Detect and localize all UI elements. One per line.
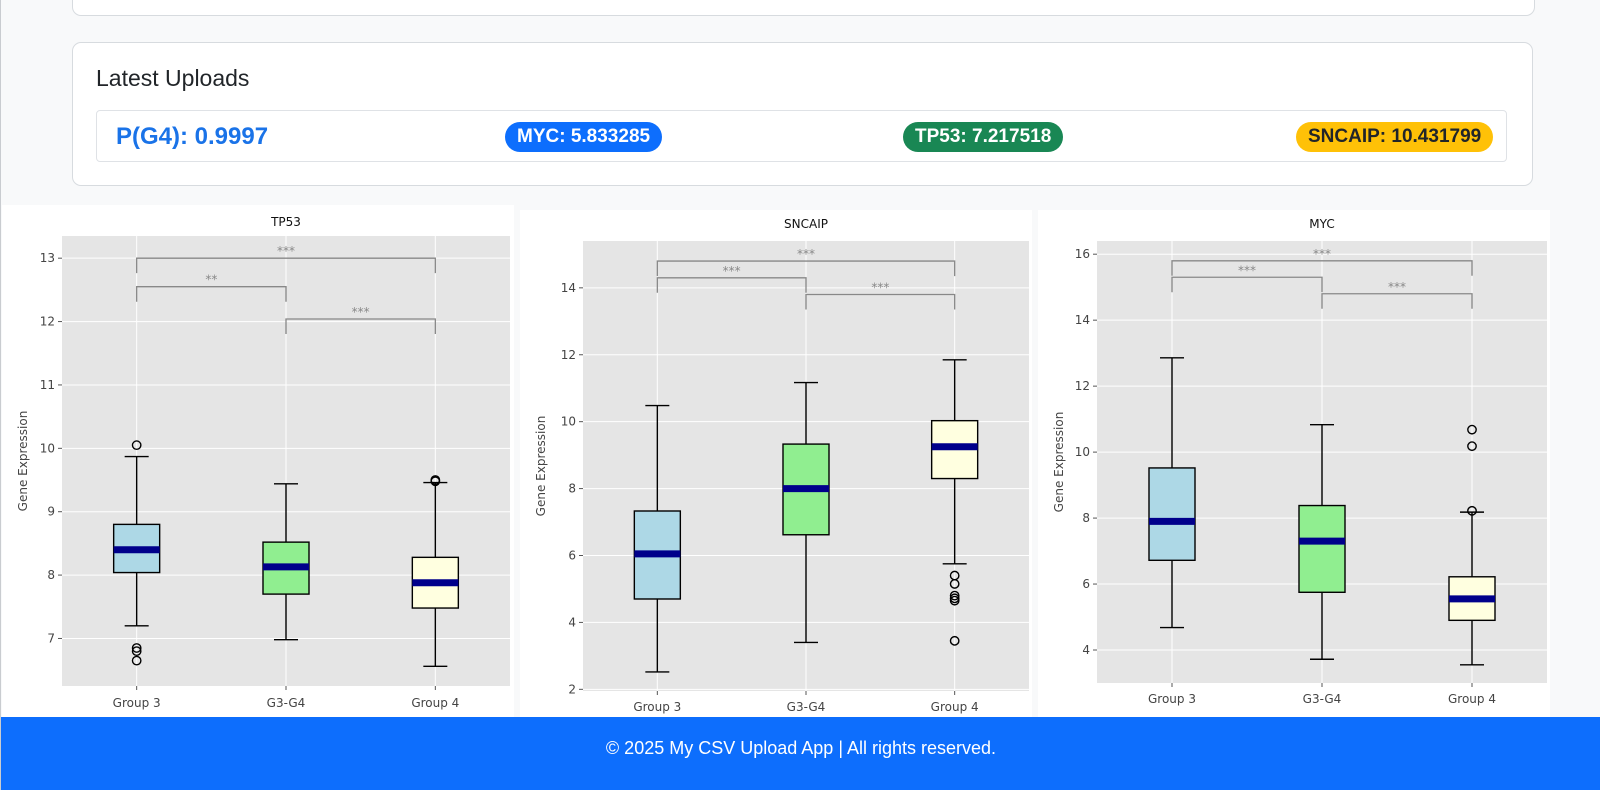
outlier-point (131, 646, 142, 657)
y-tick-label: 14 (1075, 313, 1090, 327)
significance-bracket (136, 286, 287, 302)
y-axis-label: Gene Expression (1052, 412, 1066, 513)
x-tick-label: Group 4 (931, 700, 979, 714)
x-tick-label: Group 4 (1448, 692, 1496, 706)
significance-label: ** (205, 273, 217, 287)
significance-label: *** (1388, 280, 1406, 294)
significance-label: *** (797, 247, 815, 261)
latest-uploads-title: Latest Uploads (96, 65, 250, 91)
y-tick-label: 8 (568, 482, 576, 496)
significance-bracket (285, 318, 436, 335)
outlier-point (1467, 505, 1477, 516)
y-tick-label: 14 (561, 281, 576, 295)
outlier-point (131, 440, 142, 451)
latest-upload-row: P(G4): 0.9997 MYC: 5.833285 TP53: 7.2175… (96, 110, 1507, 162)
outlier-point (1467, 441, 1477, 452)
y-axis-label: Gene Expression (16, 411, 30, 512)
myc-boxplot-panel: 4 6 8 10 12 14 16 Group 3 G3-G4 Group 4 MYC Gene Ex… (1038, 210, 1550, 717)
x-tick-label: Group 3 (633, 700, 681, 714)
y-tick-label: 10 (561, 415, 576, 429)
significance-label: *** (1238, 263, 1256, 277)
y-tick-label: 4 (1082, 643, 1090, 657)
box-body (1298, 504, 1346, 593)
footer-text: © 2025 My CSV Upload App | All rights re… (605, 738, 997, 758)
x-tick-label: G3-G4 (1303, 692, 1342, 706)
outlier-point (949, 595, 960, 606)
outlier-point (949, 635, 960, 646)
outlier-point (131, 655, 142, 666)
sncaip-boxplot: 2 4 6 8 10 12 14 Group 3 G3-G4 Group 4 SNCAIP Gene … (534, 217, 1029, 714)
myc-boxplot: 4 6 8 10 12 14 16 Group 3 G3-G4 Group 4 MYC Gene Ex… (1052, 217, 1547, 706)
y-tick-label: 12 (561, 348, 576, 362)
y-tick-label: 10 (40, 441, 55, 455)
significance-bracket (805, 293, 956, 310)
y-tick-label: 9 (47, 505, 55, 519)
tp53-boxplot: 7 8 9 10 11 12 13 Group 3 G3-G4 Group 4 TP53 Gene E… (16, 215, 510, 710)
significance-label: *** (1313, 247, 1331, 261)
y-tick-label: 13 (40, 251, 55, 265)
outlier-point (1467, 424, 1477, 435)
probability-g4: P(G4): 0.9997 (116, 123, 269, 150)
outlier-point (131, 643, 142, 653)
chart-title: MYC (1309, 217, 1334, 231)
y-axis-label: Gene Expression (534, 416, 548, 517)
significance-bracket (656, 260, 956, 277)
box-g3g4 (262, 483, 310, 641)
box-g3g4 (782, 381, 830, 644)
sncaip-boxplot-panel: 2 4 6 8 10 12 14 Group 3 G3-G4 Group 4 SNCAIP Gene … (520, 210, 1032, 717)
significance-label: *** (352, 305, 370, 319)
latest-uploads-card: Latest Uploads P(G4): 0.9997 MYC: 5.8332… (72, 42, 1533, 186)
significance-bracket (1171, 276, 1323, 293)
y-tick-label: 2 (568, 682, 576, 696)
x-tick-label: G3-G4 (787, 700, 826, 714)
chart-title: SNCAIP (784, 217, 828, 231)
box-group3 (1148, 357, 1196, 629)
previous-card (72, 0, 1535, 16)
box-group3 (633, 404, 682, 673)
sncaip-badge: SNCAIP: 10.431799 (1296, 122, 1494, 152)
significance-bracket (136, 257, 436, 274)
y-tick-label: 11 (40, 378, 55, 392)
chart-title: TP53 (270, 215, 301, 229)
y-tick-label: 4 (568, 615, 576, 629)
box-group4 (1448, 424, 1496, 666)
y-tick-label: 10 (1075, 445, 1090, 459)
significance-label: *** (871, 281, 889, 295)
significance-bracket (1321, 293, 1473, 309)
myc-badge: MYC: 5.833285 (505, 122, 663, 152)
box-g3g4 (1298, 424, 1346, 660)
significance-label: *** (723, 264, 741, 278)
significance-label: *** (277, 244, 295, 258)
y-tick-label: 7 (47, 631, 55, 645)
outlier-point (949, 579, 960, 589)
y-tick-label: 12 (40, 315, 55, 329)
y-tick-label: 16 (1075, 247, 1090, 261)
y-tick-label: 12 (1075, 379, 1090, 393)
tp53-badge: TP53: 7.217518 (903, 122, 1064, 152)
box-group3 (112, 440, 161, 666)
box-body (1148, 467, 1196, 561)
y-tick-label: 8 (1082, 511, 1090, 525)
x-tick-label: Group 3 (1148, 692, 1196, 706)
y-tick-label: 6 (568, 548, 576, 562)
footer: © 2025 My CSV Upload App | All rights re… (1, 717, 1600, 790)
outlier-point (949, 590, 960, 601)
significance-bracket (656, 277, 807, 293)
x-tick-label: Group 4 (411, 696, 459, 710)
outlier-point (430, 476, 441, 487)
box-group4 (930, 359, 979, 646)
x-tick-label: Group 3 (113, 696, 161, 710)
y-tick-label: 6 (1082, 577, 1090, 591)
x-tick-label: G3-G4 (267, 696, 306, 710)
y-tick-label: 8 (47, 568, 55, 582)
box-group4 (411, 475, 460, 668)
significance-bracket (1171, 260, 1473, 276)
tp53-boxplot-panel: 7 8 9 10 11 12 13 Group 3 G3-G4 Group 4 TP53 Gene E… (2, 205, 514, 717)
